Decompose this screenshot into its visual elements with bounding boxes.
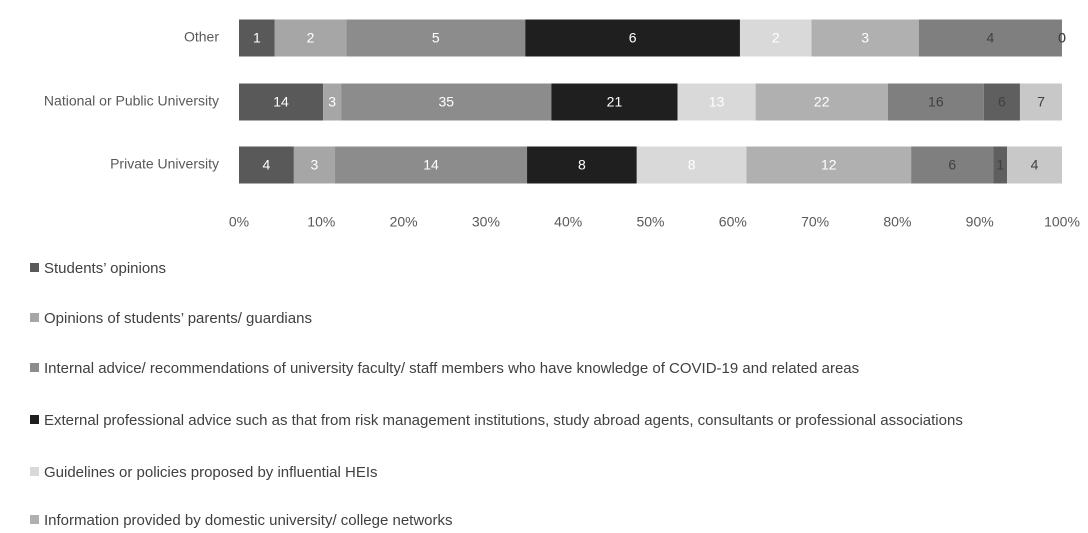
- bar-segment: [636, 146, 747, 184]
- bar-segment: [1019, 83, 1062, 121]
- bar-segment: [346, 19, 526, 57]
- data-label: 22: [814, 94, 830, 110]
- data-label: 4: [987, 30, 995, 46]
- x-tick-label: 80%: [883, 214, 911, 230]
- bar-segment: [274, 19, 347, 57]
- legend-swatch: [30, 263, 39, 272]
- x-tick-label: 0%: [229, 214, 249, 230]
- data-label: 16: [928, 94, 944, 110]
- data-label: 1: [253, 30, 261, 46]
- bar-segment: [239, 146, 294, 184]
- data-label: 14: [423, 157, 439, 173]
- legend-swatch: [30, 313, 39, 322]
- bar-segment: [993, 146, 1008, 184]
- legend-label: Opinions of students’ parents/ guardians: [44, 310, 312, 327]
- legend-item: External professional advice such as tha…: [30, 412, 1080, 430]
- data-label: 12: [821, 157, 837, 173]
- bar-segment: [525, 19, 740, 57]
- legend-swatch: [30, 467, 39, 476]
- bar-segment: [811, 19, 919, 57]
- bar-segment: [239, 83, 324, 121]
- x-tick-label: 30%: [472, 214, 500, 230]
- bar-segment: [341, 83, 552, 121]
- x-tick-label: 10%: [307, 214, 335, 230]
- data-label: 0: [1058, 30, 1066, 46]
- legend-item: Internal advice/ recommendations of univ…: [30, 360, 1080, 378]
- x-tick-label: 90%: [966, 214, 994, 230]
- x-tick-label: 60%: [719, 214, 747, 230]
- data-label: 1: [996, 157, 1004, 173]
- data-label: 4: [263, 157, 271, 173]
- data-label: 6: [948, 157, 956, 173]
- data-label: 3: [328, 94, 336, 110]
- bar-segment: [335, 146, 528, 184]
- data-label: 0: [1058, 30, 1066, 46]
- x-tick-label: 40%: [554, 214, 582, 230]
- y-tick-label: Private University: [110, 156, 219, 172]
- data-label: 6: [629, 30, 637, 46]
- legend-item: Opinions of students’ parents/ guardians: [30, 310, 1080, 328]
- legend-swatch: [30, 515, 39, 524]
- bar-segment: [983, 83, 1020, 121]
- x-tick-label: 100%: [1044, 214, 1080, 230]
- data-label: 21: [607, 94, 623, 110]
- data-label: 13: [709, 94, 725, 110]
- bar-segment: [755, 83, 888, 121]
- data-label: 6: [998, 94, 1006, 110]
- bar-segment: [746, 146, 912, 184]
- data-label: 2: [772, 30, 780, 46]
- x-tick-label: 70%: [801, 214, 829, 230]
- bar-segment: [323, 83, 342, 121]
- legend-item: Guidelines or policies proposed by influ…: [30, 464, 1080, 482]
- data-label: 2: [307, 30, 315, 46]
- data-label: 7: [1037, 94, 1045, 110]
- data-label: 3: [311, 157, 319, 173]
- legend-label: Guidelines or policies proposed by influ…: [44, 464, 378, 481]
- bar-segment: [677, 83, 756, 121]
- bar-segment: [918, 19, 1062, 57]
- chart: 0% 10% 20% 30% 40% 50% 60% 70% 80% 90% 100%Other 1 2…: [44, 19, 1080, 230]
- bar-segment: [887, 83, 984, 121]
- legend-item: Students’ opinions: [30, 260, 1080, 278]
- data-label: 35: [438, 94, 454, 110]
- bar-segment: [739, 19, 812, 57]
- data-label: 8: [688, 157, 696, 173]
- legend-label: Internal advice/ recommendations of univ…: [44, 360, 860, 377]
- legend-label: External professional advice such as tha…: [44, 412, 963, 429]
- bar-segment: [293, 146, 336, 184]
- bar-segment: [551, 83, 678, 121]
- data-label: 3: [861, 30, 869, 46]
- legend-item: Information provided by domestic univers…: [30, 512, 1080, 530]
- x-tick-label: 50%: [636, 214, 664, 230]
- bar-segment: [911, 146, 994, 184]
- legend-swatch: [30, 363, 39, 372]
- x-tick-label: 20%: [390, 214, 418, 230]
- bar-segment: [1007, 146, 1062, 184]
- data-label: 8: [578, 157, 586, 173]
- y-tick-label: Other: [184, 29, 219, 45]
- legend-label: Students’ opinions: [44, 260, 167, 277]
- bar-segment: [239, 19, 275, 57]
- data-label: 14: [273, 94, 289, 110]
- legend-label: Information provided by domestic univers…: [44, 512, 453, 529]
- data-label: 4: [1031, 157, 1039, 173]
- data-label: 5: [432, 30, 440, 46]
- y-tick-label: National or Public University: [44, 93, 219, 109]
- bar-segment: [527, 146, 637, 184]
- legend-swatch: [30, 415, 39, 424]
